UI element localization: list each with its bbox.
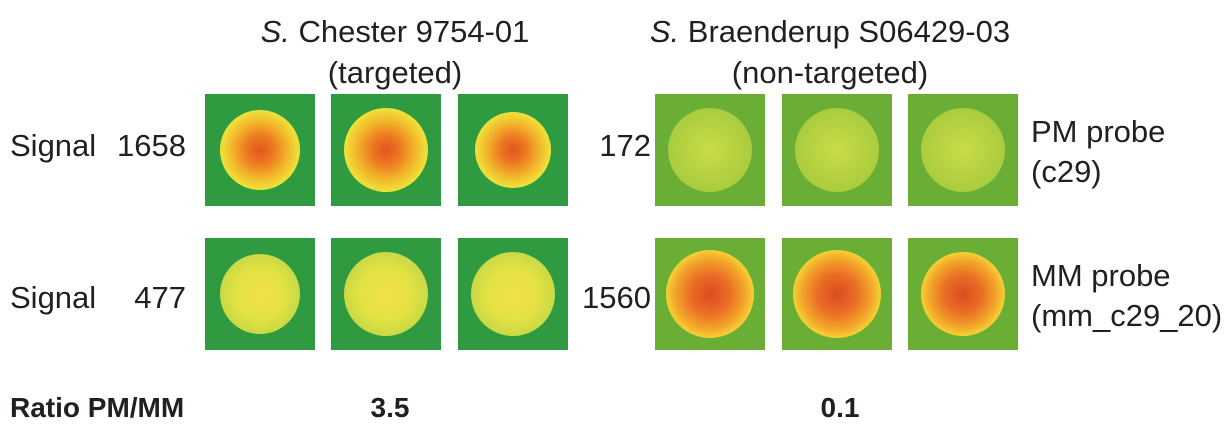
ratio-strain-1: 3.5 (370, 392, 410, 423)
ratio-label: Ratio PM/MM (10, 392, 185, 423)
spot-pm-strain-1-rep-1 (205, 94, 315, 206)
row-2-probe-id: (mm_c29_20) (1031, 298, 1223, 333)
spot-mm-strain-2-rep-1 (655, 238, 765, 350)
spot-pm-strain-2-rep-3 (908, 94, 1018, 206)
row-2-value-strain-2: 1560 (582, 280, 651, 315)
row-2-probe-name: MM probe (1031, 258, 1171, 293)
spot-mm-strain-1-rep-2 (331, 238, 441, 350)
spot-mm-strain-2-rep-3 (908, 238, 1018, 350)
spot-mm-strain-1-rep-1 (205, 238, 315, 350)
spot-pm-strain-2-rep-2 (782, 94, 892, 206)
row-1-signal-label: Signal (10, 128, 97, 163)
row-2-signal-label: Signal (10, 280, 97, 315)
spot-pm-strain-1-rep-3 (458, 94, 568, 206)
strain-2-title: S. Braenderup S06429-03 (649, 14, 1011, 49)
row-1-probe-name: PM probe (1031, 114, 1166, 149)
strain-1-title: S. Chester 9754-01 (260, 14, 530, 49)
strain-2-status: (non-targeted) (731, 55, 929, 90)
spot-pm-strain-2-rep-1 (655, 94, 765, 206)
spot-mm-strain-1-rep-3 (458, 238, 568, 350)
row-1-value-strain-2: 172 (599, 128, 651, 163)
row-2-value-strain-1: 477 (134, 280, 186, 315)
spot-mm-strain-2-rep-2 (782, 238, 892, 350)
spot-pm-strain-1-rep-2 (331, 94, 441, 206)
row-1-probe-id: (c29) (1031, 154, 1102, 189)
strain-1-status: (targeted) (327, 55, 463, 90)
ratio-strain-2: 0.1 (820, 392, 860, 423)
row-1-value-strain-1: 1658 (117, 128, 186, 163)
